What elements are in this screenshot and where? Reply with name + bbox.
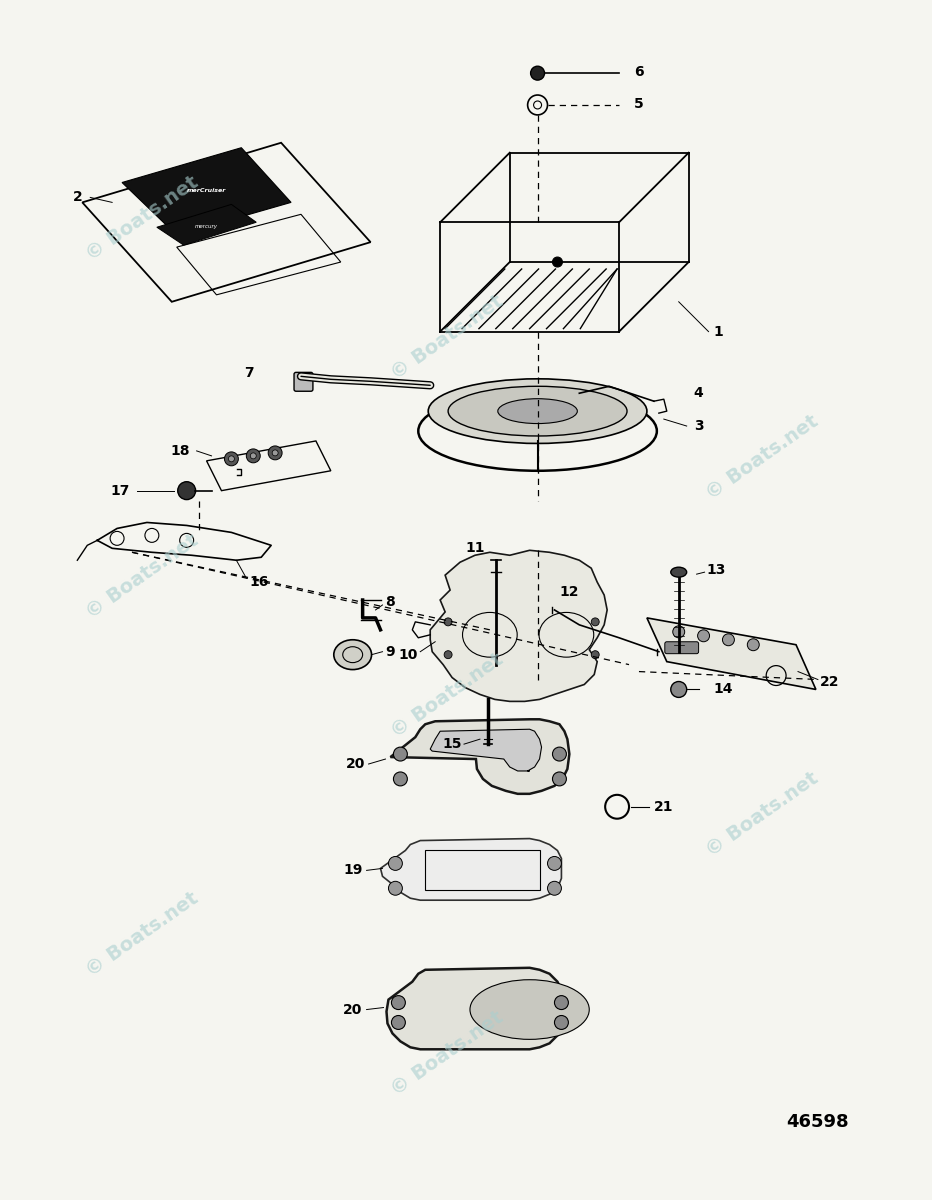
Circle shape (393, 748, 407, 761)
Ellipse shape (428, 379, 647, 444)
Text: 15: 15 (443, 737, 462, 751)
Circle shape (391, 1015, 405, 1030)
Text: 11: 11 (465, 541, 485, 556)
Circle shape (553, 748, 567, 761)
Text: © Boats.net: © Boats.net (82, 173, 201, 264)
Polygon shape (380, 839, 561, 900)
Text: 17: 17 (110, 484, 130, 498)
Text: © Boats.net: © Boats.net (703, 769, 822, 860)
Circle shape (389, 881, 403, 895)
Text: 20: 20 (346, 757, 365, 772)
Circle shape (268, 446, 282, 460)
Circle shape (391, 996, 405, 1009)
Circle shape (178, 481, 196, 499)
Text: © Boats.net: © Boats.net (388, 1008, 507, 1099)
Circle shape (555, 996, 569, 1009)
Ellipse shape (671, 568, 687, 577)
Circle shape (389, 857, 403, 870)
Text: 2: 2 (73, 191, 82, 204)
Text: 3: 3 (693, 419, 704, 433)
Circle shape (591, 650, 599, 659)
Polygon shape (387, 967, 561, 1049)
Text: 1: 1 (714, 325, 723, 338)
Circle shape (228, 456, 234, 462)
Text: 20: 20 (343, 1002, 363, 1016)
Polygon shape (122, 148, 291, 235)
Text: 7: 7 (244, 366, 254, 380)
Text: 14: 14 (714, 683, 733, 696)
Circle shape (671, 682, 687, 697)
Text: merCruiser: merCruiser (187, 188, 226, 193)
Text: 10: 10 (399, 648, 418, 661)
Text: mercury: mercury (195, 223, 218, 229)
FancyBboxPatch shape (665, 642, 699, 654)
Circle shape (553, 257, 562, 266)
Circle shape (445, 650, 452, 659)
Ellipse shape (334, 640, 372, 670)
Circle shape (747, 638, 760, 650)
Text: 46598: 46598 (787, 1112, 849, 1130)
Circle shape (530, 66, 544, 80)
Text: 8: 8 (386, 595, 395, 608)
Circle shape (553, 772, 567, 786)
FancyBboxPatch shape (294, 372, 313, 391)
Circle shape (272, 450, 278, 456)
Text: 9: 9 (386, 644, 395, 659)
Polygon shape (391, 719, 569, 794)
Polygon shape (157, 204, 256, 245)
Text: 13: 13 (706, 563, 726, 577)
Polygon shape (431, 551, 607, 701)
Circle shape (393, 772, 407, 786)
Circle shape (547, 881, 561, 895)
Text: 18: 18 (170, 444, 189, 458)
Text: 12: 12 (559, 586, 579, 599)
Text: © Boats.net: © Boats.net (82, 530, 201, 622)
Text: 5: 5 (634, 97, 644, 110)
Polygon shape (647, 618, 816, 690)
Circle shape (547, 857, 561, 870)
Text: 22: 22 (820, 674, 840, 689)
Text: © Boats.net: © Boats.net (703, 412, 822, 503)
Polygon shape (431, 730, 541, 770)
Ellipse shape (470, 979, 589, 1039)
Circle shape (722, 634, 734, 646)
Text: 4: 4 (693, 386, 704, 401)
Text: © Boats.net: © Boats.net (82, 888, 201, 980)
Text: 16: 16 (250, 575, 269, 589)
Circle shape (246, 449, 260, 463)
Ellipse shape (448, 386, 627, 436)
Ellipse shape (498, 398, 577, 424)
Text: 21: 21 (654, 799, 674, 814)
Circle shape (445, 618, 452, 626)
Text: © Boats.net: © Boats.net (388, 649, 507, 742)
Circle shape (225, 452, 239, 466)
Circle shape (698, 630, 709, 642)
Circle shape (673, 626, 685, 637)
Text: 19: 19 (343, 863, 363, 877)
Text: © Boats.net: © Boats.net (388, 292, 507, 383)
Text: 6: 6 (634, 65, 644, 79)
Circle shape (251, 452, 256, 458)
Circle shape (555, 1015, 569, 1030)
Circle shape (591, 618, 599, 626)
